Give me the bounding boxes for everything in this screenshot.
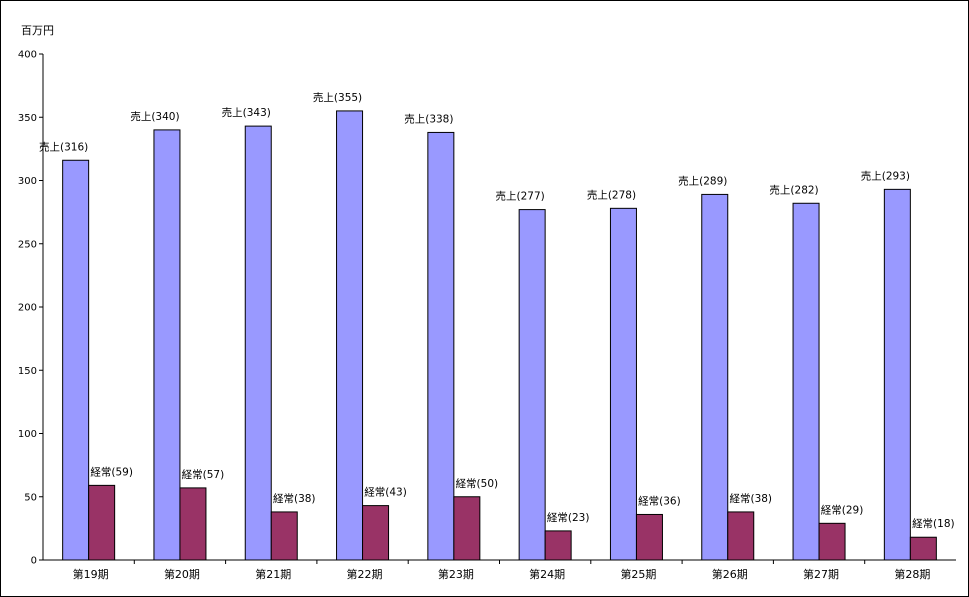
bar-sales-8: [701, 193, 729, 561]
y-tick-label: 350: [18, 113, 37, 124]
category-label: 第27期: [803, 567, 839, 581]
data-label-sales-6: 売上(277): [496, 190, 545, 203]
data-label-ordinary-7: 経常(36): [638, 494, 681, 507]
data-label-sales-1: 売上(316): [39, 140, 88, 153]
y-axis-unit-label: 百万円: [21, 24, 54, 37]
bar-ordinary-1: [88, 484, 116, 561]
y-tick-label: 400: [18, 50, 37, 61]
bar-sales-7: [609, 207, 637, 561]
bar-ordinary-5: [453, 496, 481, 561]
bar-ordinary-10: [909, 536, 937, 561]
category-label: 第20期: [164, 567, 200, 581]
category-label: 第19期: [73, 567, 109, 581]
y-tick-label: 100: [18, 429, 37, 440]
data-label-ordinary-9: 経常(29): [821, 503, 864, 516]
data-label-sales-2: 売上(340): [130, 110, 179, 123]
bar-sales-2: [153, 129, 181, 561]
y-tick-label: 50: [24, 492, 37, 503]
category-label: 第26期: [712, 567, 748, 581]
data-label-sales-10: 売上(293): [861, 169, 910, 182]
data-label-sales-3: 売上(343): [222, 106, 271, 119]
bar-sales-1: [62, 159, 90, 561]
bar-sales-9: [792, 202, 820, 561]
bar-sales-3: [244, 125, 272, 561]
bar-ordinary-2: [179, 487, 207, 561]
data-label-ordinary-1: 経常(59): [90, 465, 133, 478]
y-tick-label: 250: [18, 239, 37, 250]
bar-sales-10: [883, 188, 911, 561]
data-label-ordinary-10: 経常(18): [912, 517, 955, 530]
category-label: 第23期: [438, 567, 474, 581]
bar-sales-6: [518, 209, 546, 561]
y-tick-label: 200: [18, 303, 37, 314]
category-label: 第28期: [894, 567, 930, 581]
bar-ordinary-8: [727, 511, 755, 561]
category-label: 第24期: [529, 567, 565, 581]
y-tick-label: 0: [31, 556, 37, 567]
bar-ordinary-6: [544, 530, 572, 561]
bar-sales-5: [427, 131, 455, 561]
y-tick-label: 150: [18, 366, 37, 377]
category-label: 第25期: [620, 567, 656, 581]
data-label-sales-7: 売上(278): [587, 188, 636, 201]
data-label-sales-9: 売上(282): [769, 183, 818, 196]
data-label-sales-5: 売上(338): [404, 112, 453, 125]
data-label-sales-8: 売上(289): [678, 174, 727, 187]
data-label-ordinary-8: 経常(38): [729, 492, 772, 505]
bar-ordinary-4: [362, 505, 390, 561]
bar-sales-4: [336, 110, 364, 561]
y-tick-label: 300: [18, 176, 37, 187]
data-label-sales-4: 売上(355): [313, 91, 362, 104]
category-label: 第21期: [255, 567, 291, 581]
bar-ordinary-9: [818, 522, 846, 561]
data-label-ordinary-5: 経常(50): [456, 477, 499, 490]
data-label-ordinary-6: 経常(23): [547, 511, 590, 524]
data-label-ordinary-2: 経常(57): [182, 468, 225, 481]
data-label-ordinary-4: 経常(43): [364, 486, 407, 499]
bar-ordinary-3: [270, 511, 298, 561]
data-label-ordinary-3: 経常(38): [273, 492, 316, 505]
category-label: 第22期: [347, 567, 383, 581]
bar-ordinary-7: [635, 513, 663, 561]
